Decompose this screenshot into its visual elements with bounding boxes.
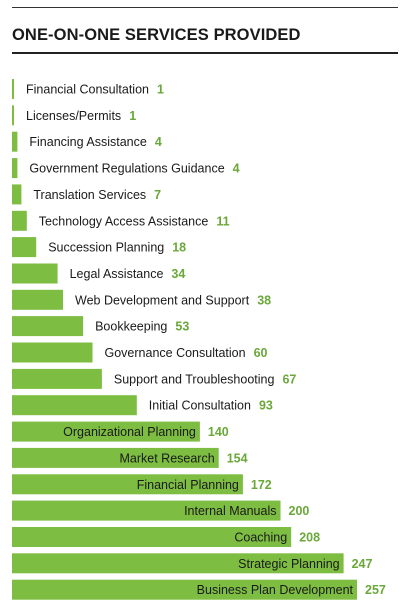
- bar-coaching: [12, 527, 292, 547]
- category-label: Strategic Planning: [238, 557, 340, 571]
- title-rule: [12, 52, 398, 54]
- category-label: Market Research: [120, 451, 215, 465]
- bar-bookkeeping: [12, 316, 84, 337]
- value-label-coaching: 208: [299, 531, 320, 545]
- value-label: 60: [254, 346, 268, 360]
- bar-label-financial-planning: Financial Planning: [137, 478, 239, 492]
- bar-label-legal-assistance: Legal Assistance 34: [70, 267, 186, 281]
- bar-label-support-and-troubleshooting: Support and Troubleshooting 67: [114, 372, 296, 386]
- category-label: Initial Consultation: [149, 399, 251, 413]
- bar-label-translation-services: Translation Services 7: [33, 188, 161, 202]
- bar-financing-assistance: [12, 131, 18, 152]
- bar-market-research: [12, 447, 219, 468]
- category-label: Translation Services: [33, 188, 146, 202]
- chart-title: ONE-ON-ONE SERVICES PROVIDED: [12, 26, 301, 44]
- bar-financial-consultation: [12, 79, 14, 99]
- bar-web-development-and-support: [12, 289, 63, 310]
- bar-label-internal-manuals: Internal Manuals: [184, 504, 276, 518]
- category-label: Financing Assistance: [29, 135, 146, 149]
- value-label: 1: [157, 83, 164, 97]
- value-label-internal-manuals: 200: [289, 504, 310, 518]
- bar-technology-access-assistance: [12, 210, 27, 231]
- value-label-market-research: 154: [227, 451, 248, 465]
- value-label-business-plan-development: 257: [365, 583, 386, 597]
- category-label: Coaching: [234, 531, 287, 545]
- category-label: Web Development and Support: [75, 293, 250, 307]
- category-label: Government Regulations Guidance: [29, 162, 224, 176]
- bar-governance-consultation: [12, 342, 93, 363]
- bar-label-bookkeeping: Bookkeeping 53: [95, 320, 189, 334]
- bar-organizational-planning: [12, 421, 200, 442]
- category-label: Bookkeeping: [95, 320, 167, 334]
- category-label: Organizational Planning: [63, 425, 196, 439]
- value-label: 53: [175, 320, 189, 334]
- value-label: 93: [259, 399, 273, 413]
- category-label: Financial Consultation: [26, 83, 149, 97]
- value-label: 7: [154, 188, 161, 202]
- bar-financial-planning: [12, 474, 243, 495]
- value-label: 38: [257, 293, 271, 307]
- value-label: 4: [155, 135, 162, 149]
- category-label: Support and Troubleshooting: [114, 372, 275, 386]
- value-label: 34: [171, 267, 185, 281]
- value-label: 1: [129, 109, 136, 123]
- value-label: 67: [282, 372, 296, 386]
- value-label: 4: [233, 162, 240, 176]
- category-label: Technology Access Assistance: [39, 214, 209, 228]
- category-label: Legal Assistance: [70, 267, 164, 281]
- category-label: Governance Consultation: [105, 346, 246, 360]
- bar-label-government-regulations-guidance: Government Regulations Guidance 4: [29, 162, 239, 176]
- bar-succession-planning: [12, 237, 37, 258]
- value-label-strategic-planning: 247: [352, 557, 373, 571]
- bar-label-succession-planning: Succession Planning 18: [48, 241, 186, 255]
- bar-strategic-planning: [12, 553, 344, 574]
- bar-label-web-development-and-support: Web Development and Support 38: [75, 293, 271, 307]
- value-label: 11: [216, 214, 229, 228]
- bar-internal-manuals: [12, 500, 281, 521]
- bar-label-market-research: Market Research: [120, 451, 215, 465]
- bar-label-financing-assistance: Financing Assistance 4: [29, 135, 161, 149]
- bar-label-strategic-planning: Strategic Planning: [238, 557, 340, 571]
- bar-business-plan-development: [12, 579, 357, 600]
- bar-support-and-troubleshooting: [12, 368, 102, 389]
- category-label: Business Plan Development: [197, 583, 354, 597]
- bar-government-regulations-guidance: [12, 158, 18, 179]
- category-label: Internal Manuals: [184, 504, 276, 518]
- bar-legal-assistance: [12, 263, 58, 284]
- bar-label-governance-consultation: Governance Consultation 60: [105, 346, 268, 360]
- bar-label-coaching: Coaching: [234, 531, 287, 545]
- bar-label-initial-consultation: Initial Consultation 93: [149, 399, 273, 413]
- bar-label-technology-access-assistance: Technology Access Assistance 11: [39, 214, 230, 228]
- top-rule: [12, 7, 398, 8]
- category-label: Licenses/Permits: [26, 109, 121, 123]
- bar-label-organizational-planning: Organizational Planning: [63, 425, 196, 439]
- value-label-financial-planning: 172: [251, 478, 272, 492]
- bar-label-licenses-permits: Licenses/Permits 1: [26, 109, 136, 123]
- bar-label-financial-consultation: Financial Consultation 1: [26, 83, 164, 97]
- value-label-organizational-planning: 140: [208, 425, 229, 439]
- category-label: Succession Planning: [48, 241, 164, 255]
- bar-initial-consultation: [12, 395, 137, 416]
- value-label: 18: [172, 241, 186, 255]
- bar-label-business-plan-development: Business Plan Development: [197, 583, 354, 597]
- bar-licenses-permits: [12, 105, 14, 126]
- category-label: Financial Planning: [137, 478, 239, 492]
- bar-translation-services: [12, 184, 22, 205]
